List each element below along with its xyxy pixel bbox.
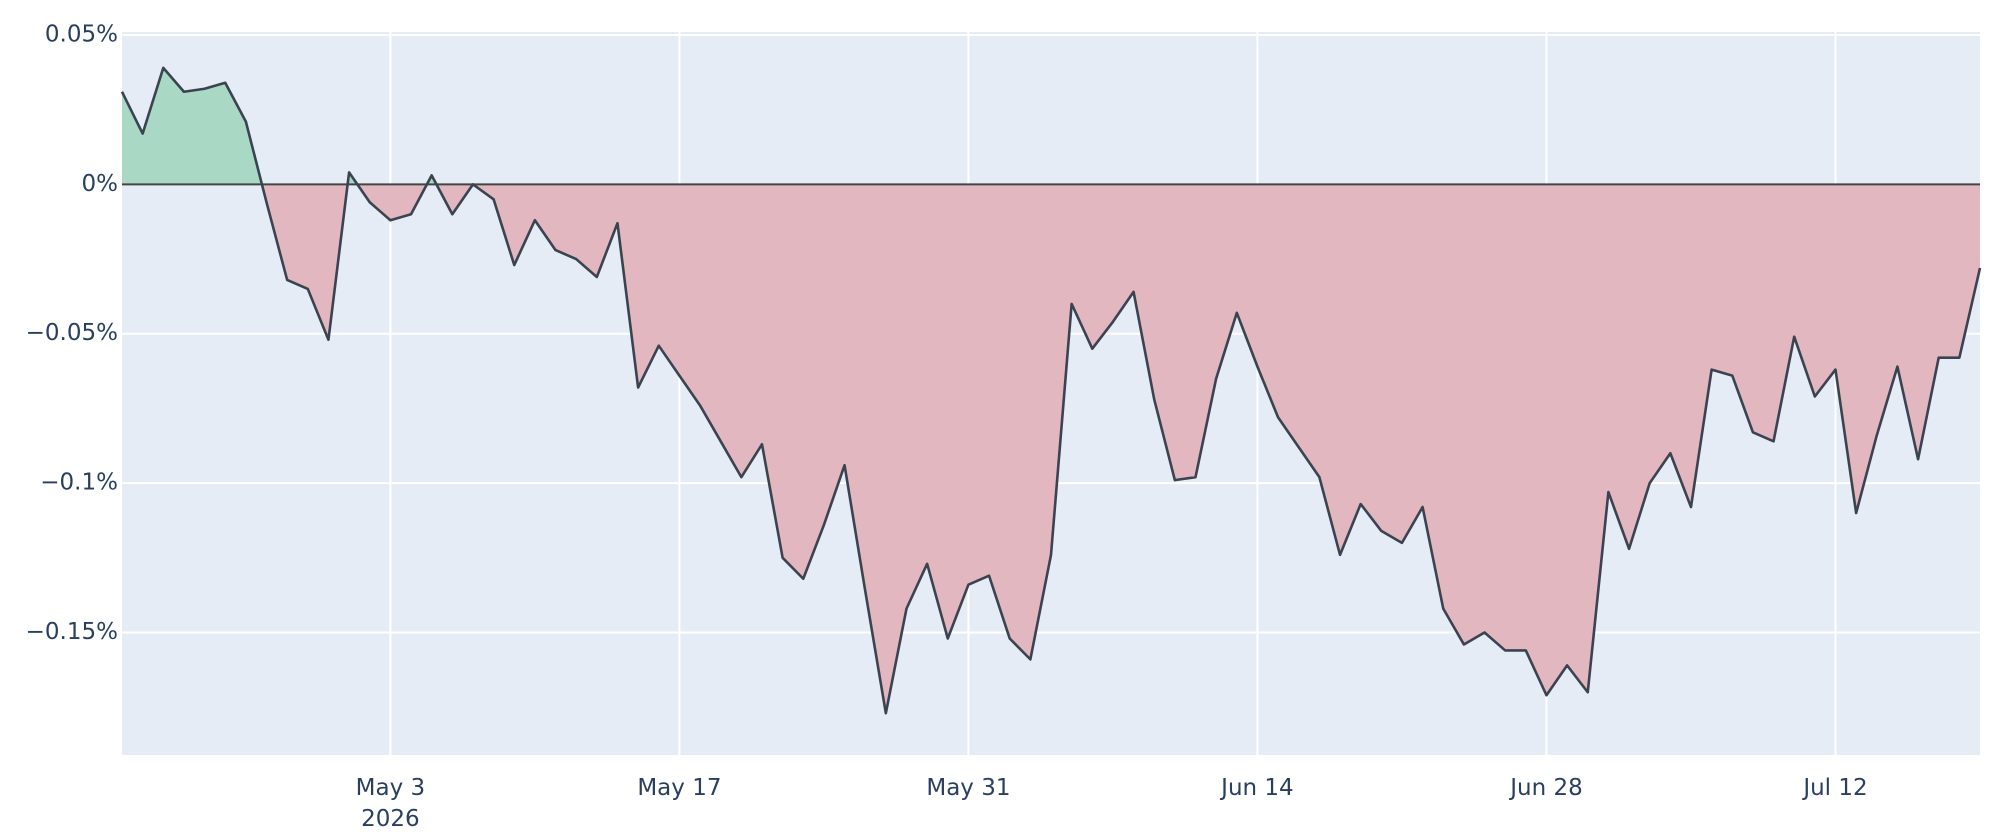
negative-area xyxy=(122,184,1980,714)
x-tick-label: Jul 12 xyxy=(1801,775,1867,801)
positive-area xyxy=(122,67,437,185)
x-tick-label: May 31 xyxy=(926,775,1010,801)
x-tick-label: Jun 28 xyxy=(1508,775,1583,801)
x-tick-label: May 3 2026 xyxy=(356,775,426,832)
y-tick-label: −0.05% xyxy=(26,320,118,346)
y-tick-label: −0.15% xyxy=(26,619,118,645)
y-tick-label: 0% xyxy=(82,171,119,197)
x-tick-label: Jun 14 xyxy=(1219,775,1294,801)
line xyxy=(120,66,1982,715)
x-tick-label: May 17 xyxy=(637,775,721,801)
y-tick-label: 0.05% xyxy=(45,21,118,47)
y-tick-label: −0.1% xyxy=(40,470,118,496)
